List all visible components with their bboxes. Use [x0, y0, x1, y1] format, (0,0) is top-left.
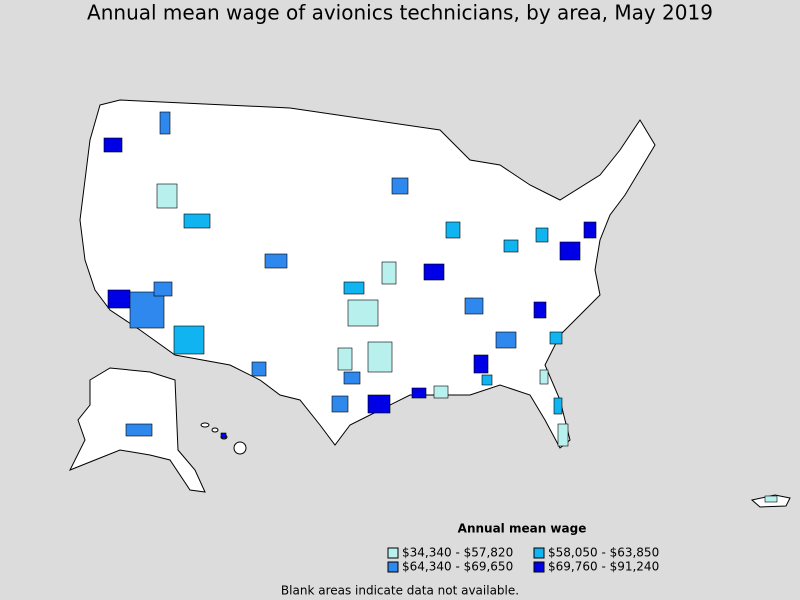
region [153, 281, 173, 297]
region [331, 395, 349, 413]
region [367, 341, 393, 373]
footnote: Blank areas indicate data not available. [281, 584, 519, 598]
legend: $34,340 - $57,820$64,340 - $69,650 $58,05… [387, 546, 659, 574]
legend-label: $34,340 - $57,820 [402, 546, 513, 560]
region [764, 495, 778, 503]
region [159, 111, 171, 135]
region [347, 299, 379, 327]
region [343, 281, 365, 295]
wage-regions [103, 111, 778, 503]
hawaii-island [233, 441, 247, 455]
region [464, 297, 484, 315]
region [183, 213, 211, 229]
region [557, 423, 569, 447]
region [583, 221, 597, 239]
map-title: Annual mean wage of avionics technicians… [87, 1, 713, 25]
hawaii-island [200, 422, 210, 428]
region [495, 331, 517, 349]
legend-swatch [533, 561, 545, 573]
region [559, 241, 581, 261]
region [173, 325, 205, 355]
region [220, 432, 227, 439]
region [553, 397, 563, 415]
region [343, 371, 361, 385]
legend-label: $69,760 - $91,240 [548, 560, 659, 574]
region [125, 423, 153, 437]
region [445, 221, 461, 239]
legend-label: $64,340 - $69,650 [402, 560, 513, 574]
region [549, 331, 563, 345]
region [423, 263, 445, 281]
region [539, 369, 549, 385]
region [535, 227, 549, 243]
region [103, 137, 123, 153]
region [533, 301, 547, 319]
region [107, 289, 131, 309]
region [411, 387, 427, 399]
region [156, 183, 178, 209]
region [367, 394, 391, 414]
region [473, 354, 489, 374]
legend-label: $58,050 - $63,850 [548, 546, 659, 560]
region [264, 253, 288, 269]
contiguous-us [79, 99, 656, 449]
region [251, 361, 267, 377]
legend-swatch [533, 547, 545, 559]
region [129, 291, 165, 329]
region [481, 374, 493, 386]
region [433, 385, 449, 399]
region [391, 177, 409, 195]
legend-title: Annual mean wage [458, 522, 587, 536]
hawaii-island [211, 427, 219, 433]
legend-swatch [387, 561, 399, 573]
region [503, 239, 519, 253]
region [337, 347, 353, 371]
legend-swatch [387, 547, 399, 559]
region [381, 261, 397, 285]
